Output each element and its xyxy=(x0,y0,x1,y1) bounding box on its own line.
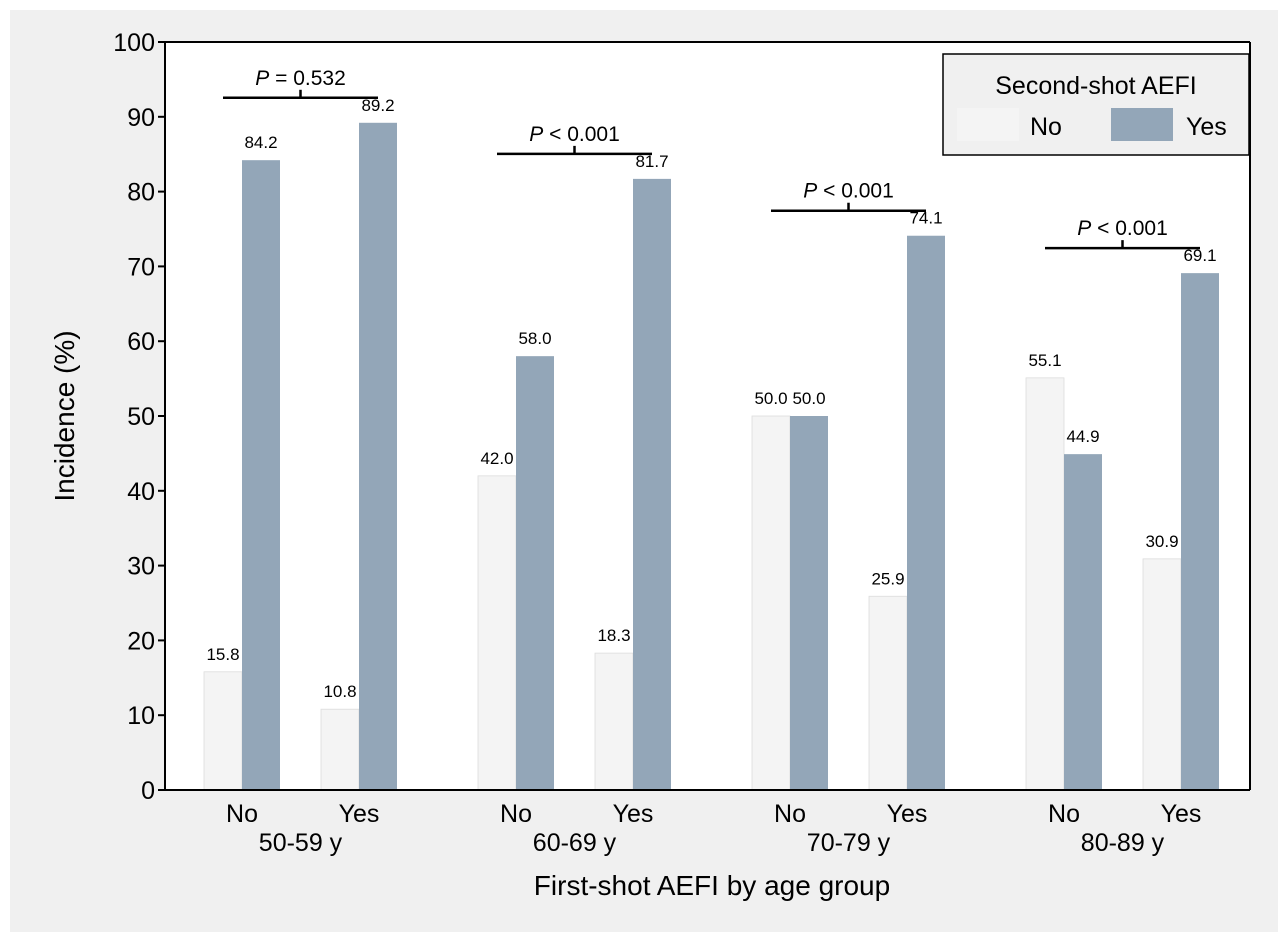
bar-yes xyxy=(1064,454,1102,790)
p-symbol: P xyxy=(529,123,543,146)
data-label: 55.1 xyxy=(1028,351,1061,370)
y-tick-label: 70 xyxy=(127,253,155,281)
y-tick-label: 40 xyxy=(127,478,155,506)
p-value-label: P = 0.532 xyxy=(255,67,346,90)
legend-swatch-no xyxy=(957,108,1019,141)
bar-no xyxy=(868,595,908,791)
data-label: 15.8 xyxy=(206,645,239,664)
bar-no xyxy=(320,708,360,791)
p-symbol: P xyxy=(255,67,269,90)
bar-no xyxy=(1142,558,1182,791)
y-tick-label: 50 xyxy=(127,403,155,431)
data-label: 58.0 xyxy=(518,329,551,348)
legend-label-no: No xyxy=(1030,113,1062,141)
category-label: Yes xyxy=(1161,800,1202,828)
value-labels-layer: 15.8 84.2 10.8 89.2 42.0 58.0 18.3 81.7 50.0 50.0… xyxy=(206,96,1216,701)
legend-title: Second-shot AEFI xyxy=(995,72,1197,100)
age-group-label: 70-79 y xyxy=(807,829,891,857)
p-value-text: < 0.001 xyxy=(817,180,893,203)
bar-no xyxy=(1025,377,1065,791)
data-label: 42.0 xyxy=(480,449,513,468)
y-tick-label: 100 xyxy=(113,29,155,57)
bar-yes xyxy=(1181,273,1219,791)
p-symbol: P xyxy=(803,180,817,203)
bar-no xyxy=(594,652,634,791)
age-group-label: 80-89 y xyxy=(1081,829,1165,857)
data-label: 44.9 xyxy=(1066,427,1099,446)
legend-label-yes: Yes xyxy=(1186,113,1227,141)
data-label: 50.0 xyxy=(754,389,787,408)
x-axis-title: First-shot AEFI by age group xyxy=(534,870,890,901)
y-tick-label: 0 xyxy=(141,777,155,805)
data-label: 69.1 xyxy=(1183,246,1216,265)
p-value-text: < 0.001 xyxy=(1091,217,1167,240)
data-label: 30.9 xyxy=(1145,532,1178,551)
data-label: 25.9 xyxy=(871,569,904,588)
y-axis-title: Incidence (%) xyxy=(49,330,80,501)
bar-yes xyxy=(359,122,397,790)
bars-layer xyxy=(203,122,1219,791)
bar-yes xyxy=(633,178,671,790)
p-value-label: P < 0.001 xyxy=(1077,217,1168,240)
category-label: No xyxy=(774,800,806,828)
data-label: 18.3 xyxy=(597,626,630,645)
p-symbol: P xyxy=(1077,217,1091,240)
category-label: Yes xyxy=(339,800,380,828)
bar-yes xyxy=(516,356,554,790)
y-tick-label: 80 xyxy=(127,179,155,207)
data-label: 84.2 xyxy=(244,133,277,152)
y-axis-ticks: 0 10 20 30 40 50 60 70 80 90 100 xyxy=(113,29,165,805)
data-label: 89.2 xyxy=(361,96,394,115)
category-label: No xyxy=(1048,800,1080,828)
bar-no xyxy=(203,671,243,791)
bar-no xyxy=(477,475,517,791)
category-label: Yes xyxy=(887,800,928,828)
data-label: 50.0 xyxy=(792,389,825,408)
y-tick-label: 90 xyxy=(127,104,155,132)
data-label: 74.1 xyxy=(909,209,942,228)
category-label: No xyxy=(500,800,532,828)
bar-yes xyxy=(242,160,280,790)
p-value-text: < 0.001 xyxy=(543,123,619,146)
y-tick-label: 10 xyxy=(127,702,155,730)
data-label: 10.8 xyxy=(323,682,356,701)
p-value-label: P < 0.001 xyxy=(803,180,894,203)
age-group-label: 50-59 y xyxy=(259,829,343,857)
data-label: 81.7 xyxy=(635,152,668,171)
age-group-label: 60-69 y xyxy=(533,829,617,857)
y-tick-label: 30 xyxy=(127,553,155,581)
bar-no xyxy=(751,415,791,791)
legend-swatch-yes xyxy=(1111,108,1173,141)
category-label: Yes xyxy=(613,800,654,828)
y-tick-label: 20 xyxy=(127,627,155,655)
category-label: No xyxy=(226,800,258,828)
y-tick-label: 60 xyxy=(127,328,155,356)
p-value-text: = 0.532 xyxy=(269,67,345,90)
bar-yes xyxy=(790,416,828,790)
bar-yes xyxy=(907,235,945,790)
p-value-label: P < 0.001 xyxy=(529,123,620,146)
legend: Second-shot AEFI No Yes xyxy=(942,53,1250,156)
